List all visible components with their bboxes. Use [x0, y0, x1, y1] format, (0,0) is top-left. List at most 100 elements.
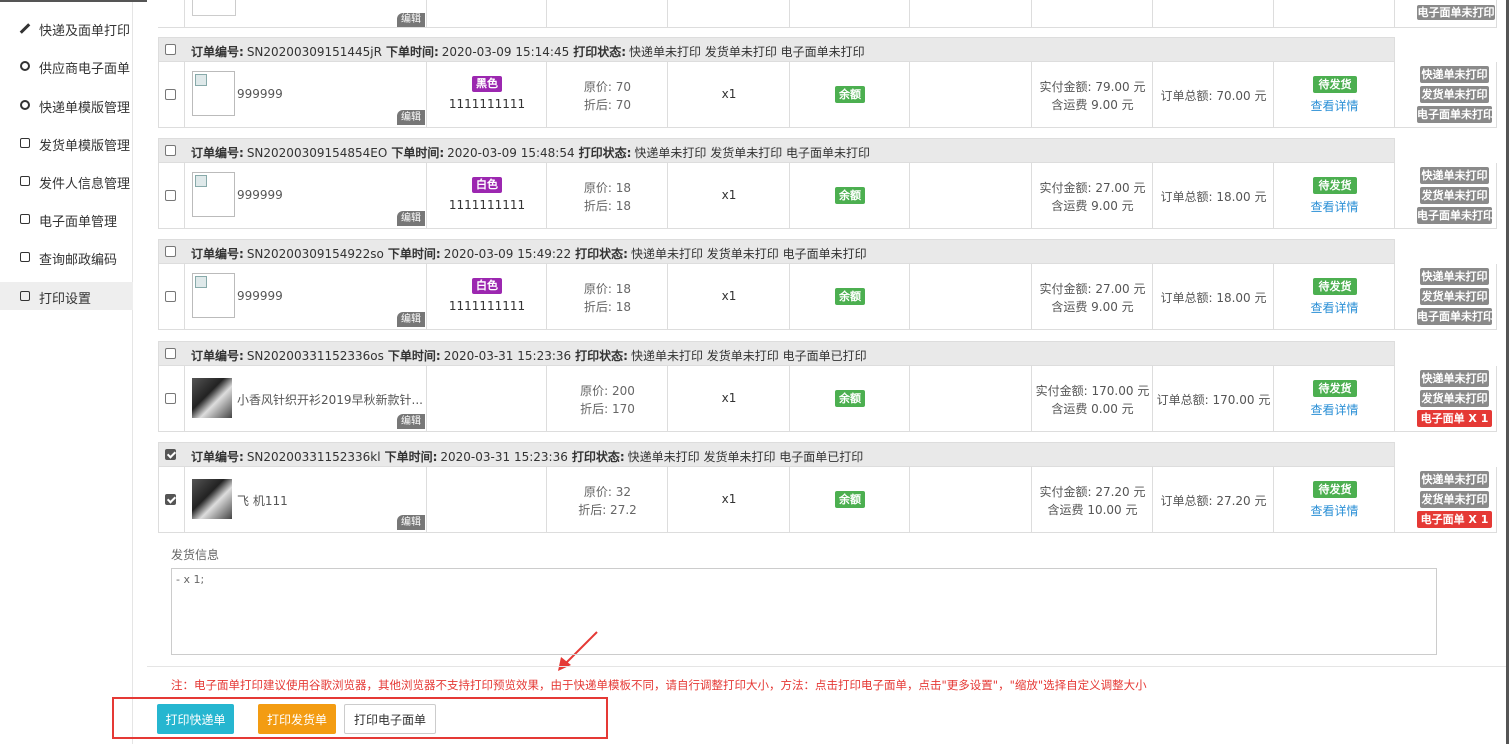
- print-badge[interactable]: 发货单未打印: [1420, 86, 1489, 103]
- time-label: 下单时间:: [387, 349, 441, 363]
- order-no-label: 订单编号:: [191, 247, 244, 261]
- product-name: 飞 机111: [237, 494, 288, 508]
- sidebar-item[interactable]: 发货单模版管理: [39, 139, 131, 154]
- table-cell: [547, 366, 668, 432]
- print-button[interactable]: 打印发货单: [258, 704, 336, 734]
- detail-link[interactable]: 查看详情: [1310, 301, 1359, 315]
- state-badge: 待发货: [1313, 76, 1357, 93]
- table-cell: [790, 467, 910, 533]
- table-cell: [1032, 467, 1153, 533]
- print-badge[interactable]: 电子面单未打印: [1417, 308, 1494, 325]
- table-cell: [547, 163, 668, 229]
- table-cell: [1153, 366, 1274, 432]
- disc-price: 折后: 170: [580, 402, 635, 416]
- orig-price: 原价: 200: [580, 384, 635, 398]
- detail-link[interactable]: 查看详情: [1310, 403, 1359, 417]
- table-cell: [1032, 62, 1153, 128]
- order-no-label: 订单编号:: [191, 45, 244, 59]
- order-no: SN20200309154922so: [246, 247, 384, 261]
- sidebar-item[interactable]: 打印设置: [39, 292, 92, 307]
- highlight-box: [112, 697, 608, 739]
- order-header: [158, 239, 1395, 264]
- print-badge[interactable]: 快递单未打印: [1420, 471, 1489, 488]
- print-badge[interactable]: 电子面单未打印: [1417, 5, 1495, 20]
- main: [147, 0, 1506, 744]
- table-cell: [1274, 163, 1395, 229]
- order-no: SN20200309151445jR: [246, 45, 382, 59]
- annotation-arrow: [558, 631, 598, 671]
- edit-badge[interactable]: 编辑: [397, 13, 425, 27]
- product-name: 999999: [237, 188, 283, 202]
- print-button[interactable]: 打印电子面单: [344, 704, 436, 734]
- print-badge[interactable]: 发货单未打印: [1420, 288, 1489, 305]
- print-badge[interactable]: 发货单未打印: [1420, 390, 1489, 407]
- state-badge: 待发货: [1313, 380, 1357, 397]
- print-badge[interactable]: 快递单未打印: [1420, 370, 1489, 387]
- sidebar-item[interactable]: 电子面单管理: [39, 215, 118, 230]
- textarea[interactable]: - x 1;: [171, 568, 1437, 655]
- sidebar-item[interactable]: 快递单模版管理: [39, 101, 131, 116]
- print-badge[interactable]: 发货单未打印: [1420, 491, 1489, 508]
- print-badge[interactable]: 快递单未打印: [1420, 268, 1489, 285]
- right-edge: [1506, 0, 1509, 744]
- qty: x1: [721, 188, 737, 202]
- sidebar-item[interactable]: 供应商电子面单: [39, 62, 131, 77]
- table-cell: [790, 264, 910, 330]
- checkbox[interactable]: [165, 190, 176, 201]
- edit-badge[interactable]: 编辑: [397, 414, 425, 429]
- table-cell: [427, 0, 547, 28]
- state-badge: 待发货: [1313, 278, 1357, 295]
- order-header: [158, 138, 1395, 163]
- table-cell: [1395, 163, 1497, 229]
- sku: 1111111111: [448, 97, 526, 111]
- checkbox[interactable]: [165, 494, 176, 505]
- sidebar-icon: [20, 176, 30, 186]
- table-cell: [185, 467, 427, 533]
- checkbox[interactable]: [165, 449, 176, 460]
- paid: 实付金额: 170.00 元: [1035, 384, 1150, 398]
- sidebar-icon: [20, 291, 30, 301]
- checkbox[interactable]: [165, 89, 176, 100]
- table-cell: [1395, 62, 1497, 128]
- sidebar-icon: [20, 214, 30, 224]
- sidebar-item[interactable]: 查询邮政编码: [39, 253, 118, 268]
- edit-badge[interactable]: 编辑: [397, 110, 425, 125]
- table-cell: [910, 467, 1032, 533]
- print-badge[interactable]: 发货单未打印: [1420, 187, 1489, 204]
- table-cell: [668, 366, 790, 432]
- checkbox[interactable]: [165, 44, 176, 55]
- print-badge[interactable]: 电子面单未打印: [1417, 106, 1494, 123]
- table-cell: [427, 163, 547, 229]
- table-cell: [1153, 62, 1274, 128]
- table-cell: [1153, 0, 1274, 28]
- status: 快递单未打印 发货单未打印 电子面单未打印: [630, 247, 867, 261]
- edit-badge[interactable]: 编辑: [397, 312, 425, 327]
- checkbox[interactable]: [165, 291, 176, 302]
- print-button[interactable]: 打印快递单: [157, 704, 234, 734]
- table-cell: [1274, 0, 1395, 28]
- print-badge[interactable]: 快递单未打印: [1420, 167, 1489, 184]
- detail-link[interactable]: 查看详情: [1310, 99, 1359, 113]
- checkbox[interactable]: [165, 393, 176, 404]
- checkbox[interactable]: [165, 348, 176, 359]
- order-no: SN20200309154854EO: [246, 146, 388, 160]
- edit-badge[interactable]: 编辑: [397, 211, 425, 226]
- print-badge[interactable]: 快递单未打印: [1420, 66, 1489, 83]
- detail-link[interactable]: 查看详情: [1310, 504, 1359, 518]
- thumb: [192, 479, 232, 519]
- sidebar-item[interactable]: 发件人信息管理: [39, 177, 131, 192]
- table-cell: [668, 467, 790, 533]
- print-badge[interactable]: 电子面单 X 1: [1417, 511, 1492, 528]
- checkbox[interactable]: [165, 145, 176, 156]
- print-badge[interactable]: 电子面单未打印: [1417, 207, 1494, 224]
- detail-link[interactable]: 查看详情: [1310, 200, 1359, 214]
- print-badge[interactable]: 电子面单 X 1: [1417, 410, 1492, 427]
- edit-badge[interactable]: 编辑: [397, 515, 425, 530]
- checkbox[interactable]: [165, 246, 176, 257]
- sku: 1111111111: [448, 198, 526, 212]
- sidebar-item[interactable]: 快递及面单打印: [39, 24, 131, 39]
- table-cell: [1274, 264, 1395, 330]
- color-badge: 黑色: [472, 76, 502, 92]
- table-cell: [790, 366, 910, 432]
